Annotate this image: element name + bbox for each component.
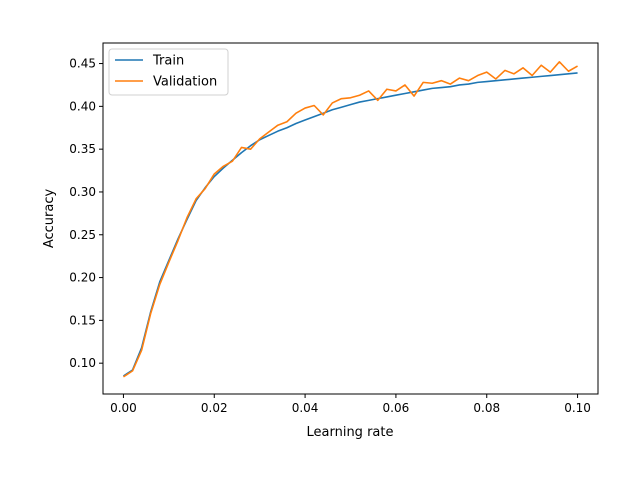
legend: Train Validation — [108, 48, 229, 96]
y-tick-label: 0.15 — [69, 313, 96, 327]
y-tick-label: 0.45 — [69, 57, 96, 71]
y-tick-label: 0.35 — [69, 142, 96, 156]
y-tick-label: 0.40 — [69, 99, 96, 113]
x-axis-label: Learning rate — [307, 425, 394, 440]
y-axis-label: Accuracy — [42, 189, 57, 249]
plot-frame — [102, 42, 599, 395]
x-tick-label: 0.02 — [201, 401, 228, 415]
x-tick-label: 0.08 — [473, 401, 500, 415]
x-tick-label: 0.10 — [564, 401, 591, 415]
x-tick-label: 0.06 — [383, 401, 410, 415]
legend-label-train: Train — [152, 54, 184, 69]
series-line-validation — [122, 61, 578, 378]
y-ticks: 0.10 0.15 0.20 0.25 0.30 0.35 0.40 0.45 — [69, 57, 103, 370]
x-tick-label: 0.00 — [110, 401, 137, 415]
legend-label-validation: Validation — [153, 75, 217, 90]
plot-background — [103, 43, 598, 394]
x-ticks: 0.00 0.02 0.04 0.06 0.08 0.10 — [110, 394, 591, 415]
y-tick-label: 0.25 — [69, 228, 96, 242]
x-tick-label: 0.04 — [292, 401, 319, 415]
y-tick-label: 0.10 — [69, 356, 96, 370]
axes-layer — [102, 42, 599, 395]
y-tick-label: 0.30 — [69, 185, 96, 199]
series-layer — [122, 61, 578, 378]
y-tick-label: 0.20 — [69, 271, 96, 285]
